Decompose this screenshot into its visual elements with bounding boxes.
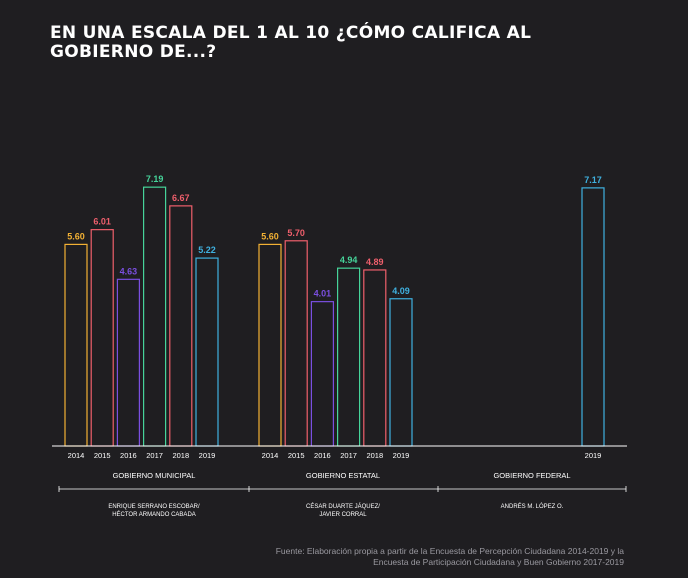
bar xyxy=(310,301,334,447)
year-tick-label: 2015 xyxy=(94,451,111,460)
source-note: Fuente: Elaboración propia a partir de l… xyxy=(124,546,624,568)
bar xyxy=(116,278,141,447)
year-tick-label: 2015 xyxy=(288,451,305,460)
year-tick-label: 2018 xyxy=(366,451,383,460)
year-tick-label: 2018 xyxy=(172,451,189,460)
data-label: 4.63 xyxy=(120,266,138,276)
year-tick-label: 2016 xyxy=(120,451,137,460)
year-tick-label: 2016 xyxy=(314,451,331,460)
data-label: 6.01 xyxy=(93,217,111,227)
group-sublabel: HÉCTOR ARMANDO CABADA xyxy=(112,511,196,518)
data-label: 6.67 xyxy=(172,193,190,203)
bar xyxy=(143,186,167,447)
bar xyxy=(169,205,193,447)
data-label: 5.22 xyxy=(198,245,216,255)
source-line-2: Encuesta de Participación Ciudadana y Bu… xyxy=(373,557,624,567)
bar xyxy=(363,269,387,447)
bar xyxy=(90,229,114,447)
data-label: 7.19 xyxy=(146,174,164,184)
source-line-1: Fuente: Elaboración propia a partir de l… xyxy=(275,546,624,556)
data-label: 7.17 xyxy=(584,175,602,185)
group-label: GOBIERNO FEDERAL xyxy=(493,471,570,480)
data-label: 4.94 xyxy=(340,255,358,265)
group-sublabel: ANDRÉS M. LÓPEZ O. xyxy=(501,503,564,510)
group-label: GOBIERNO ESTATAL xyxy=(306,471,380,480)
group-label: GOBIERNO MUNICIPAL xyxy=(113,471,196,480)
data-label: 4.09 xyxy=(392,286,410,296)
bar xyxy=(64,243,88,447)
data-label: 4.89 xyxy=(366,257,384,267)
year-tick-label: 2019 xyxy=(585,451,602,460)
bar xyxy=(389,298,413,447)
data-label: 5.70 xyxy=(287,228,305,238)
year-tick-label: 2014 xyxy=(262,451,279,460)
bar xyxy=(337,267,361,447)
group-sublabel: ENRIQUE SERRANO ESCOBAR/ xyxy=(108,504,200,510)
group-sublabel: JAVIER CORRAL xyxy=(319,512,367,518)
year-tick-label: 2019 xyxy=(393,451,410,460)
year-tick-label: 2017 xyxy=(146,451,163,460)
chart-title: EN UNA ESCALA DEL 1 AL 10 ¿CÓMO CALIFICA… xyxy=(50,23,532,62)
data-label: 4.01 xyxy=(314,289,332,299)
bar xyxy=(195,257,219,447)
year-tick-label: 2019 xyxy=(199,451,216,460)
data-label: 5.60 xyxy=(261,231,279,241)
data-label: 5.60 xyxy=(67,231,85,241)
year-tick-label: 2017 xyxy=(340,451,357,460)
group-sublabel: CÉSAR DUARTE JÁQUEZ/ xyxy=(306,503,380,510)
bar xyxy=(581,187,605,447)
bar xyxy=(284,240,308,447)
bar xyxy=(258,243,282,447)
year-tick-label: 2014 xyxy=(68,451,85,460)
